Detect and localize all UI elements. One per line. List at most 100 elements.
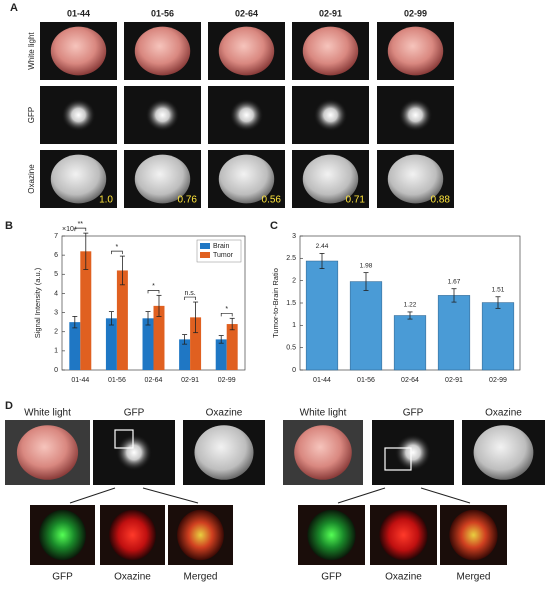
photo-content (313, 98, 348, 132)
y-tick-label: 1 (54, 348, 58, 355)
value-label: 2.44 (316, 243, 329, 250)
bar (190, 317, 202, 370)
panel-label: A (10, 2, 18, 14)
value-label: 1.98 (360, 262, 373, 269)
photo-content (302, 154, 359, 204)
y-tick-label: 4 (54, 290, 58, 297)
y-tick-label: 0 (292, 367, 296, 374)
photo-content (218, 154, 275, 204)
photo-content (394, 434, 432, 471)
legend-swatch (200, 252, 210, 258)
row-label: GFP (27, 107, 36, 123)
bar (226, 324, 238, 370)
photo-content (50, 26, 107, 76)
bar (105, 318, 117, 370)
photo-content (302, 26, 359, 76)
y-tick-label: 3 (54, 309, 58, 316)
x-tick-label: 01-44 (71, 377, 89, 384)
image-label: GFP (52, 572, 73, 583)
value-label: 1.67 (448, 278, 461, 285)
image-label: GFP (124, 408, 145, 419)
sample-label: 02-91 (319, 8, 342, 18)
y-tick-label: 2.5 (286, 255, 296, 262)
significance-bracket (147, 289, 160, 294)
bar (215, 339, 227, 370)
photo-content (16, 425, 79, 480)
bar (437, 295, 471, 371)
y-tick-label: 1 (292, 322, 296, 329)
sample-label: 01-56 (151, 8, 174, 18)
x-tick-label: 02-64 (145, 377, 163, 384)
value-label: 1.51 (492, 286, 505, 293)
sample-label: 01-44 (67, 8, 90, 18)
zoom-line (337, 487, 386, 504)
axis-multiplier: ×10⁴ (62, 226, 77, 233)
value-label: 1.22 (404, 302, 417, 309)
zoom-box (114, 429, 134, 449)
photo-content (39, 509, 86, 561)
image-label: Merged (457, 572, 491, 583)
photo-content (145, 98, 180, 132)
ratio-label: 0.56 (262, 195, 282, 206)
y-tick-label: 6 (54, 252, 58, 259)
panel-label: C (270, 220, 278, 232)
photo-content (134, 26, 191, 76)
photo-content (50, 154, 107, 204)
bar (80, 251, 92, 370)
photo-content (177, 509, 224, 561)
x-tick-label: 01-44 (313, 377, 331, 384)
y-axis-label: Tumor-to-Brain Ratio (271, 268, 280, 338)
image-label: White light (24, 408, 71, 419)
y-tick-label: 1.5 (286, 300, 296, 307)
image-label: GFP (403, 408, 424, 419)
x-tick-label: 02-99 (218, 377, 236, 384)
photo-content (387, 26, 444, 76)
zoom-line (69, 487, 116, 504)
photo-content (134, 154, 191, 204)
bar (142, 318, 154, 370)
y-tick-label: 5 (54, 271, 58, 278)
ratio-label: 0.71 (346, 195, 366, 206)
image-label: Oxazine (385, 572, 422, 583)
sample-label: 02-64 (235, 8, 258, 18)
sample-label: 02-99 (404, 8, 427, 18)
significance-bracket (74, 227, 87, 232)
zoom-box (384, 447, 412, 471)
image-label: Oxazine (114, 572, 151, 583)
photo-content (449, 509, 498, 561)
image-label: Merged (184, 572, 218, 583)
significance-label: * (116, 244, 119, 251)
x-tick-label: 02-64 (401, 377, 419, 384)
bar (349, 281, 383, 371)
row-label: Oxazine (27, 164, 36, 194)
image-label: Oxazine (206, 408, 243, 419)
legend-label: Tumor (213, 252, 234, 259)
photo-content (294, 425, 352, 480)
photo-content (218, 26, 275, 76)
panel-label: D (5, 400, 13, 412)
photo-content (398, 98, 433, 132)
x-tick-label: 02-91 (181, 377, 199, 384)
image-label: Oxazine (485, 408, 522, 419)
legend-swatch (200, 243, 210, 249)
bar (69, 322, 81, 370)
row-label: White light (27, 32, 36, 70)
bar (305, 260, 339, 371)
y-tick-label: 0 (54, 367, 58, 374)
y-tick-label: 2 (54, 329, 58, 336)
photo-content (115, 434, 153, 471)
photo-content (61, 98, 96, 132)
photo-content (194, 425, 254, 480)
zoom-line (420, 487, 471, 504)
x-tick-label: 01-56 (108, 377, 126, 384)
x-tick-label: 01-56 (357, 377, 375, 384)
photo-content (229, 98, 264, 132)
y-axis-label: Signal Intensity (a.u.) (33, 267, 42, 338)
photo-content (379, 509, 428, 561)
y-tick-label: 7 (54, 233, 58, 240)
bar (481, 302, 515, 371)
significance-label: * (225, 306, 228, 313)
ratio-label: 1.0 (99, 195, 113, 206)
image-label: White light (300, 408, 347, 419)
